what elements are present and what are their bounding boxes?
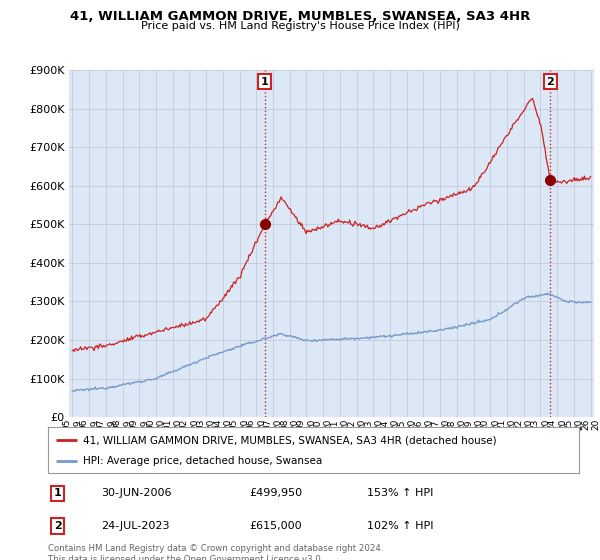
Text: 1: 1 [53, 488, 61, 498]
Text: HPI: Average price, detached house, Swansea: HPI: Average price, detached house, Swan… [83, 456, 322, 466]
Text: £499,950: £499,950 [250, 488, 303, 498]
Text: 24-JUL-2023: 24-JUL-2023 [101, 521, 170, 531]
Text: 41, WILLIAM GAMMON DRIVE, MUMBLES, SWANSEA, SA3 4HR (detached house): 41, WILLIAM GAMMON DRIVE, MUMBLES, SWANS… [83, 435, 496, 445]
Text: £615,000: £615,000 [250, 521, 302, 531]
Text: 2: 2 [53, 521, 61, 531]
Text: 102% ↑ HPI: 102% ↑ HPI [367, 521, 433, 531]
Text: Contains HM Land Registry data © Crown copyright and database right 2024.
This d: Contains HM Land Registry data © Crown c… [48, 544, 383, 560]
Text: 2: 2 [547, 77, 554, 87]
Text: 1: 1 [261, 77, 268, 87]
Text: 153% ↑ HPI: 153% ↑ HPI [367, 488, 433, 498]
Text: 30-JUN-2006: 30-JUN-2006 [101, 488, 172, 498]
Text: 41, WILLIAM GAMMON DRIVE, MUMBLES, SWANSEA, SA3 4HR: 41, WILLIAM GAMMON DRIVE, MUMBLES, SWANS… [70, 10, 530, 23]
Text: Price paid vs. HM Land Registry's House Price Index (HPI): Price paid vs. HM Land Registry's House … [140, 21, 460, 31]
